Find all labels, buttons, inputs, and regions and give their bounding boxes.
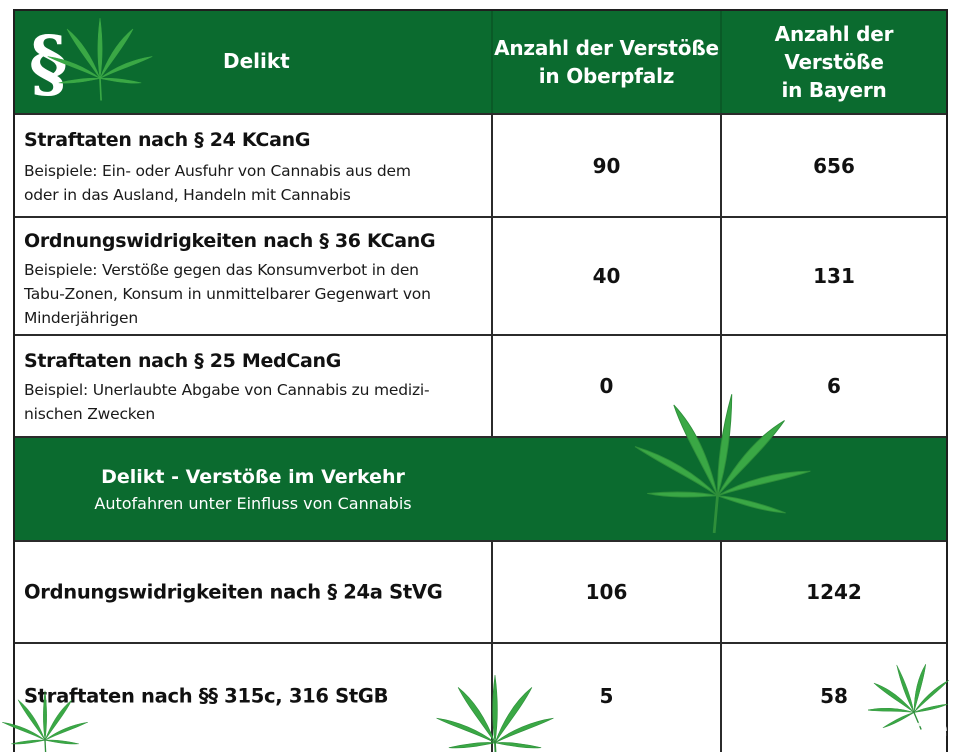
header-oberpfalz-line2: in Oberpfalz — [538, 64, 675, 88]
table-row: Straftaten nach § 25 MedCanG Beispiel: U… — [15, 334, 946, 436]
table-row: Ordnungswidrigkeiten nach § 36 KCanG Bei… — [15, 216, 946, 334]
oberpfalz-value: 90 — [592, 153, 621, 178]
bayern-value: 656 — [813, 153, 855, 178]
table-row: Straftaten nach §§ 315c, 316 StGB 5 58 — [15, 642, 946, 752]
row-description: Beispiele: Ein- oder Ausfuhr von Cannabi… — [24, 162, 411, 204]
row-title: Ordnungswidrigkeiten nach § 24a StVG — [24, 580, 443, 604]
section-title: Delikt - Verstöße im Verkehr — [101, 466, 405, 488]
paragraph-icon: § — [29, 21, 68, 107]
row-title: Straftaten nach §§ 315c, 316 StGB — [24, 684, 389, 708]
site-logo: de — [911, 714, 948, 744]
bayern-value: 58 — [820, 684, 848, 708]
table-row: Straftaten nach § 24 KCanG Beispiele: Ei… — [15, 113, 946, 216]
row-description: Beispiele: Verstöße gegen das Konsumverb… — [24, 261, 431, 327]
header-bayern-line2: in Bayern — [781, 78, 887, 102]
row-title: Straftaten nach § 25 MedCanG — [24, 350, 342, 372]
bayern-value: 6 — [827, 374, 841, 398]
oberpfalz-value: 40 — [592, 264, 621, 288]
row-title: Straftaten nach § 24 KCanG — [24, 129, 311, 151]
oberpfalz-value: 5 — [599, 684, 614, 708]
header-oberpfalz-cell: Anzahl der Verstöße in Oberpfalz — [491, 11, 720, 113]
header-delikt-cell: § Delikt — [15, 11, 491, 113]
bayern-value: 1242 — [806, 580, 862, 604]
header-delikt-label: Delikt — [223, 49, 290, 73]
bayern-value: 131 — [813, 264, 855, 288]
row-title: Ordnungswidrigkeiten nach § 36 KCanG — [24, 230, 436, 252]
header-bayern-line1: Anzahl der Verstöße — [774, 22, 894, 74]
oberpfalz-value: 106 — [585, 580, 628, 604]
row-description: Beispiel: Unerlaubte Abgabe von Cannabis… — [24, 381, 430, 423]
header-oberpfalz-line1: Anzahl der Verstöße — [494, 36, 719, 60]
table-header: § Delikt Anzahl der Verstöße in Oberpfal… — [15, 11, 946, 113]
section-subtitle: Autofahren unter Einfluss von Cannabis — [94, 494, 412, 513]
traffic-section-header: Delikt - Verstöße im Verkehr Autofahren … — [15, 436, 946, 540]
header-bayern-cell: Anzahl der Verstöße in Bayern — [720, 11, 946, 113]
cannabis-violations-table: § Delikt Anzahl der Verstöße in Oberpfal… — [13, 9, 948, 752]
oberpfalz-value: 0 — [599, 374, 614, 398]
table-row: Ordnungswidrigkeiten nach § 24a StVG 106… — [15, 540, 946, 642]
